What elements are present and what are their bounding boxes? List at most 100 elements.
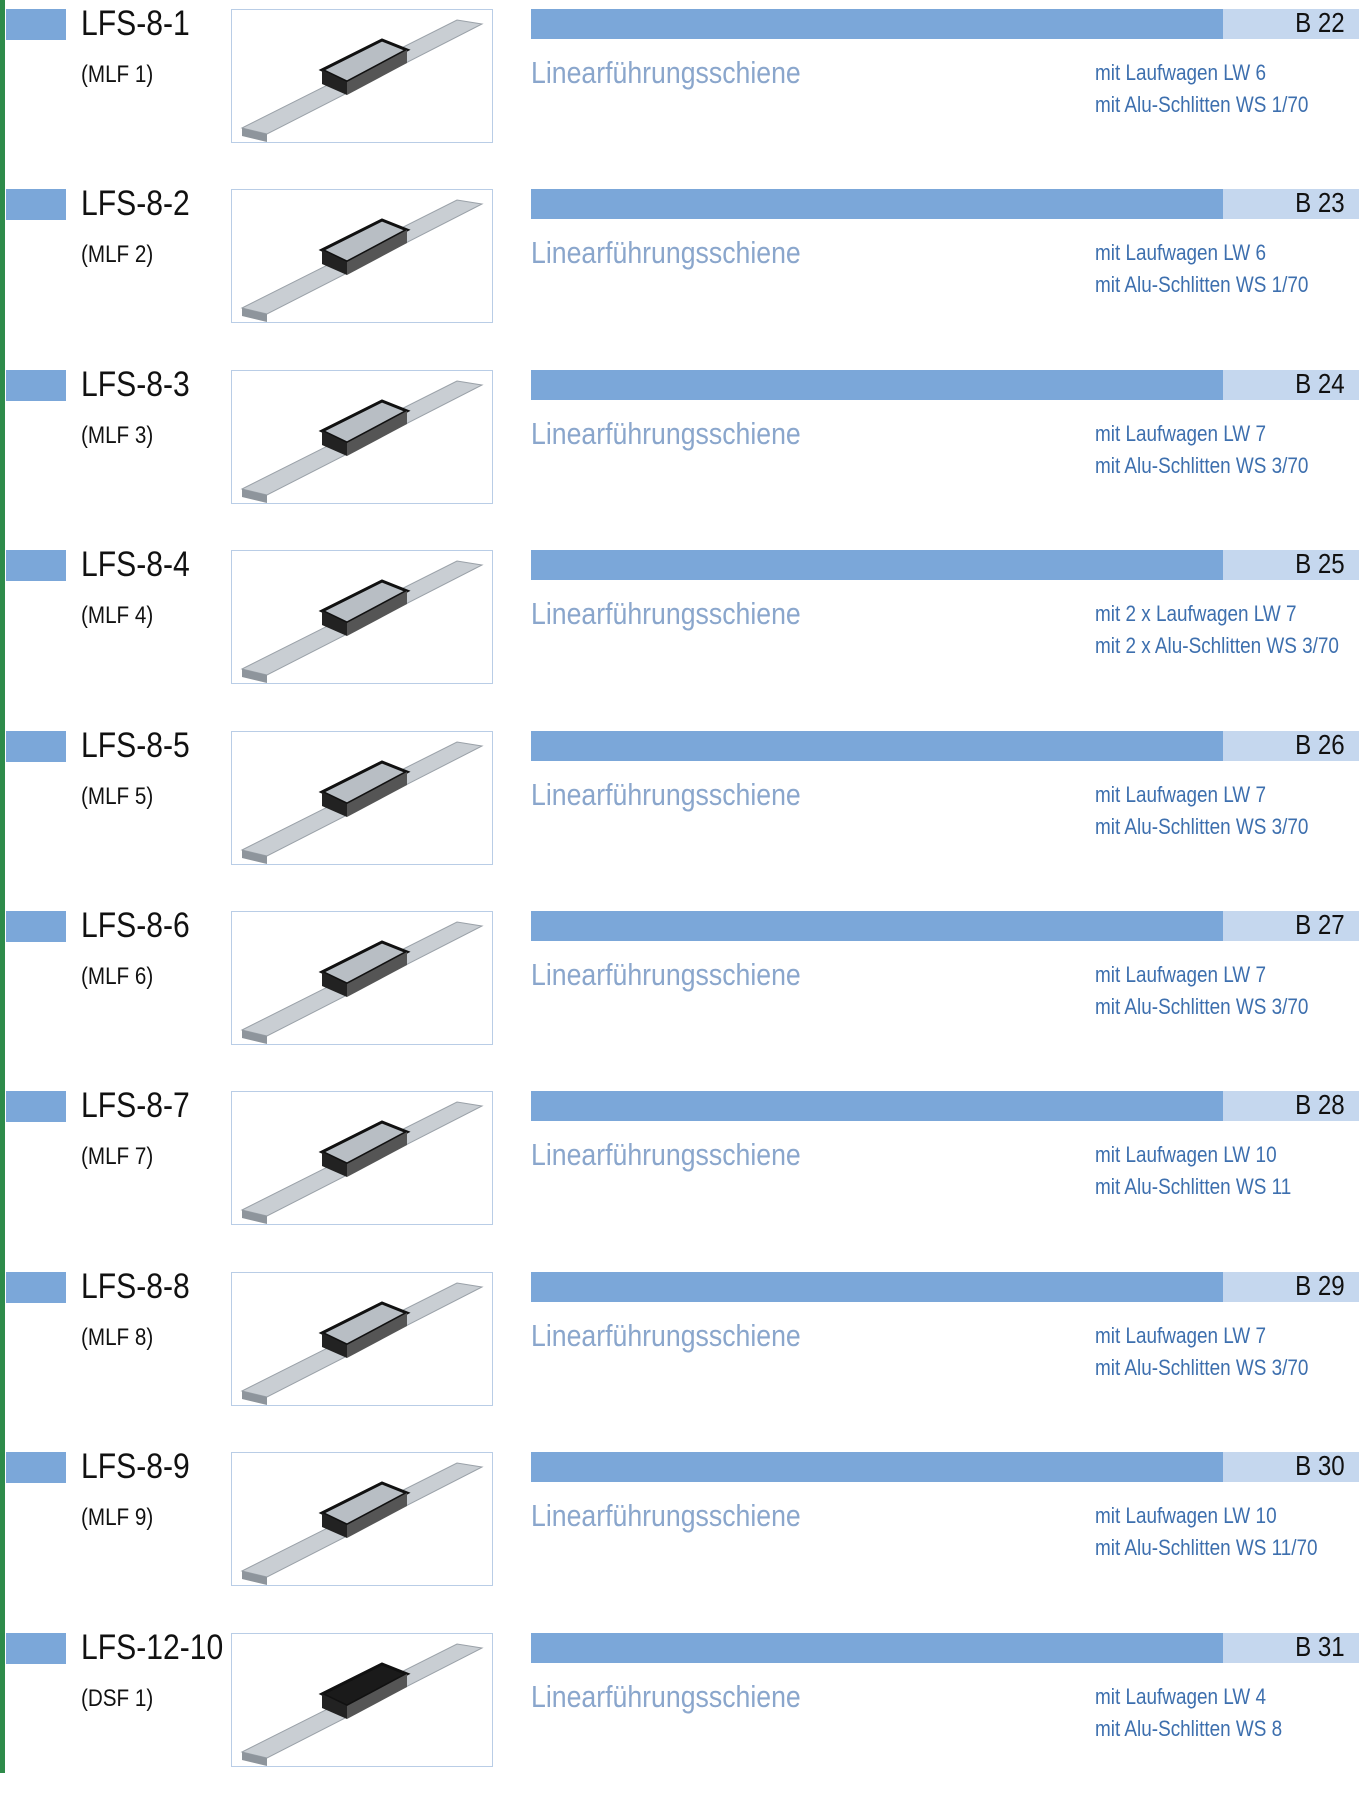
detail: mit Alu-Schlitten WS 1/70: [1095, 272, 1309, 298]
detail: mit Alu-Schlitten WS 8: [1095, 1715, 1283, 1741]
row-marker: [6, 189, 66, 221]
row-marker: [6, 369, 66, 401]
row-marker: [6, 1271, 66, 1303]
page-ref: B 23: [1295, 187, 1345, 219]
product-code: LFS-12-10: [81, 1627, 224, 1667]
header-bar: [531, 550, 1223, 581]
product-image: [231, 730, 493, 865]
header-bar: [531, 1271, 1223, 1302]
detail: mit Alu-Schlitten WS 3/70: [1095, 1354, 1309, 1380]
product-row: LFS-8-2 (MLF 2) B 23 Linearführungsschiene…: [0, 184, 1371, 369]
row-marker: [6, 1091, 66, 1123]
header-bar: [531, 369, 1223, 400]
product-code: LFS-8-4: [81, 545, 190, 585]
detail: mit Laufwagen LW 10: [1095, 1142, 1277, 1168]
header-bar: [531, 1091, 1223, 1122]
page-bar: [1223, 1091, 1359, 1122]
detail: mit Laufwagen LW 7: [1095, 420, 1267, 446]
detail: mit Laufwagen LW 7: [1095, 962, 1267, 987]
product-ref: (MLF 2): [81, 241, 154, 269]
page-bar: [1223, 730, 1359, 761]
product-ref: (MLF 5): [81, 782, 154, 810]
rail-illustration: [240, 1462, 484, 1586]
product-row: LFS-8-9 (MLF 9) B 30 Linearführungsschiene…: [0, 1447, 1371, 1632]
detail: mit 2 x Laufwagen LW 7: [1095, 601, 1297, 627]
row-marker: [6, 1632, 66, 1664]
description: Linearführungsschiene: [531, 1678, 801, 1714]
product-image: [231, 911, 493, 1045]
product-image: [231, 189, 493, 324]
product-ref: (MLF 7): [81, 1143, 154, 1171]
header-bar: [531, 1632, 1223, 1663]
product-code: LFS-8-2: [81, 184, 190, 224]
row-marker: [6, 550, 66, 582]
product-row: LFS-8-3 (MLF 3) B 24 Linearführungsschiene…: [0, 365, 1371, 550]
page-bar: [1223, 1452, 1359, 1483]
page-ref: B 22: [1295, 7, 1345, 38]
page-bar: [1223, 550, 1359, 581]
header-bar: [531, 911, 1223, 941]
product-image: [231, 9, 493, 143]
product-row: LFS-8-4 (MLF 4) B 25 Linearführungsschiene…: [0, 545, 1371, 730]
detail: mit Laufwagen LW 7: [1095, 781, 1267, 807]
page-ref: B 24: [1295, 367, 1345, 399]
page-bar: [1223, 1271, 1359, 1302]
detail: mit Alu-Schlitten WS 11: [1095, 1174, 1292, 1200]
product-ref: (MLF 3): [81, 421, 154, 449]
product-code: LFS-8-8: [81, 1266, 190, 1306]
product-ref: (MLF 6): [81, 963, 154, 990]
rail-illustration: [240, 1643, 484, 1766]
detail: mit 2 x Alu-Schlitten WS 3/70: [1095, 633, 1339, 659]
rail-illustration: [240, 1282, 484, 1405]
page-ref: B 28: [1295, 1089, 1345, 1121]
page-bar: [1223, 189, 1359, 220]
description: Linearführungsschiene: [531, 957, 801, 992]
header-bar: [531, 9, 1223, 39]
product-row: LFS-8-7 (MLF 7) B 28 Linearführungsschiene…: [0, 1086, 1371, 1271]
page-bar: [1223, 1632, 1359, 1663]
rail-illustration: [240, 560, 484, 684]
product-code: LFS-8-7: [81, 1086, 190, 1126]
detail: mit Laufwagen LW 6: [1095, 60, 1267, 85]
product-code: LFS-8-3: [81, 364, 190, 404]
description: Linearführungsschiene: [531, 415, 801, 451]
detail: mit Laufwagen LW 4: [1095, 1683, 1267, 1709]
row-marker: [6, 1452, 66, 1484]
rail-illustration: [240, 19, 484, 142]
detail: mit Alu-Schlitten WS 3/70: [1095, 813, 1309, 839]
row-marker: [6, 730, 66, 762]
page-ref: B 30: [1295, 1450, 1345, 1482]
page-ref: B 27: [1295, 909, 1345, 940]
description: Linearführungsschiene: [531, 596, 801, 632]
page-ref: B 29: [1295, 1269, 1345, 1301]
product-row: LFS-8-1 (MLF 1) B 22 Linearführungsschiene…: [0, 4, 1371, 189]
page-bar: [1223, 369, 1359, 400]
product-image: [231, 1091, 493, 1226]
description: Linearführungsschiene: [531, 1498, 801, 1534]
product-image: [231, 1632, 493, 1767]
page: LFS-8-1 (MLF 1) B 22 Linearführungsschiene…: [0, 0, 1371, 1773]
product-image: [231, 1452, 493, 1587]
page-bar: [1223, 911, 1359, 941]
product-row: LFS-8-5 (MLF 5) B 26 Linearführungsschiene…: [0, 726, 1371, 911]
product-row: LFS-8-8 (MLF 8) B 29 Linearführungsschiene…: [0, 1267, 1371, 1452]
detail: mit Alu-Schlitten WS 3/70: [1095, 452, 1309, 478]
product-ref: (MLF 8): [81, 1323, 154, 1351]
detail: mit Alu-Schlitten WS 3/70: [1095, 994, 1309, 1019]
edge-strip: [0, 0, 5, 1773]
product-image: [231, 369, 493, 504]
product-image: [231, 550, 493, 685]
header-bar: [531, 189, 1223, 220]
product-ref: (MLF 1): [81, 61, 154, 88]
rail-illustration: [240, 921, 484, 1044]
page-bar: [1223, 9, 1359, 39]
page-ref: B 31: [1295, 1630, 1345, 1662]
detail: mit Alu-Schlitten WS 11/70: [1095, 1535, 1318, 1561]
product-ref: (DSF 1): [81, 1684, 154, 1712]
detail: mit Laufwagen LW 6: [1095, 240, 1267, 266]
description: Linearführungsschiene: [531, 55, 801, 90]
product-code: LFS-8-9: [81, 1447, 190, 1487]
header-bar: [531, 730, 1223, 761]
detail: mit Laufwagen LW 7: [1095, 1322, 1267, 1348]
page-ref: B 26: [1295, 728, 1345, 760]
